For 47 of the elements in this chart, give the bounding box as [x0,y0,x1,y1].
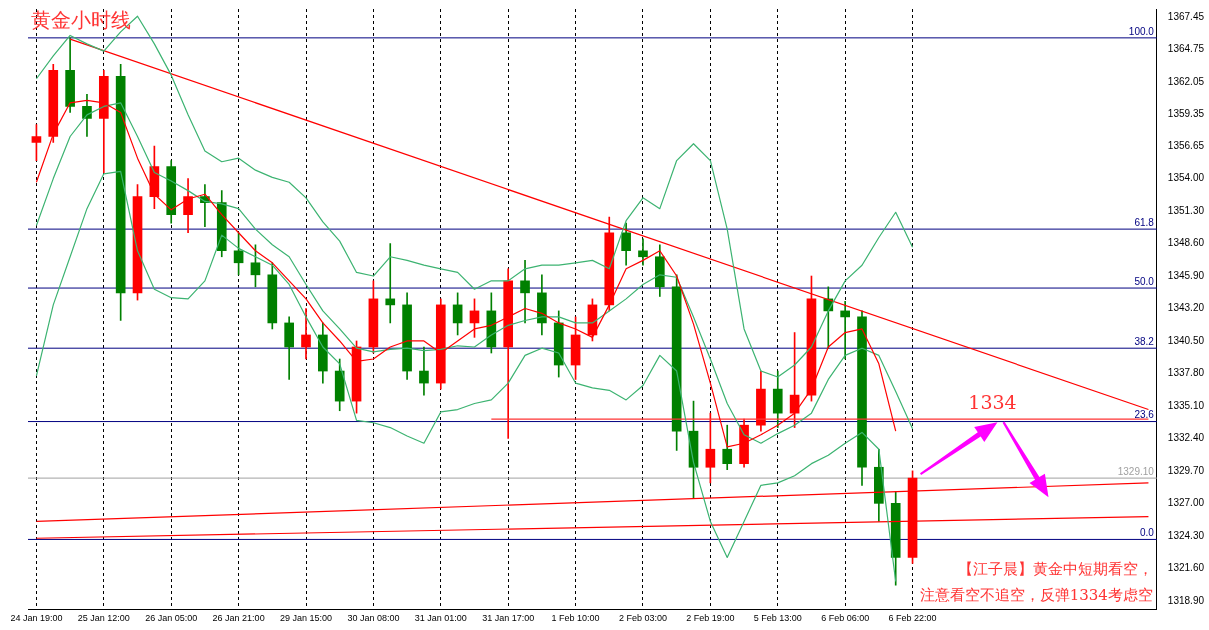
x-tick-label: 6 Feb 22:00 [888,613,937,624]
x-tick-label: 30 Jan 08:00 [347,613,400,624]
ref-line-label: 1329.10 [1117,465,1155,477]
y-tick-label: 1335.10 [1167,399,1205,411]
x-tick-label: 26 Jan 05:00 [145,613,198,624]
annotation: 【江子晨】黄金中短期看空， [957,559,1153,578]
annotation: 0.0 [1139,527,1155,539]
y-tick-label: 1359.35 [1167,108,1205,119]
y-tick-label: 1343.20 [1167,302,1205,314]
x-tick-label: 2 Feb 03:00 [618,613,667,624]
y-tick-label: 1351.30 [1167,204,1205,216]
y-tick-label: 1367.45 [1167,10,1205,22]
annotation: 23.6 [1134,409,1155,421]
annotation: 38.2 [1134,335,1155,347]
y-tick-label: 1329.70 [1167,464,1205,476]
candlestick [385,243,396,324]
x-tick-label: 6 Feb 06:00 [821,613,870,624]
x-tick-label: 31 Jan 17:00 [482,613,535,624]
candlestick [840,300,850,360]
y-tick-label: 1321.60 [1167,562,1205,574]
chart-title: 黄金小时线 [31,8,131,33]
candlestick [520,260,530,324]
y-tick-label: 1318.90 [1167,594,1205,606]
annotation: 100.0 [1128,25,1155,37]
y-tick-label: 1356.65 [1167,140,1205,152]
y-tick-label: 1337.80 [1167,367,1205,379]
x-tick-label: 29 Jan 15:00 [279,613,333,624]
annotation: 1334 [968,390,1017,413]
y-tick-label: 1364.75 [1167,43,1205,55]
y-tick-label: 1362.05 [1167,75,1205,87]
y-tick-label: 1348.60 [1167,237,1205,249]
x-tick-label: 2 Feb 19:00 [686,613,735,624]
annotation: 50.0 [1134,275,1155,287]
y-tick-label: 1354.00 [1167,172,1205,184]
annotation: 61.8 [1134,216,1155,228]
x-tick-label: 25 Jan 12:00 [77,613,130,624]
y-tick-label: 1332.40 [1167,432,1205,444]
y-tick-label: 1324.30 [1167,529,1205,541]
x-tick-label: 5 Feb 13:00 [753,613,802,624]
y-tick-label: 1327.00 [1167,497,1205,509]
annotation: 注意看空不追空，反弹1334考虑空 [919,585,1153,604]
y-tick-label: 1345.90 [1167,269,1205,281]
x-tick-label: 26 Jan 21:00 [212,613,265,624]
x-tick-label: 31 Jan 01:00 [414,613,467,624]
x-tick-label: 24 Jan 19:00 [10,613,63,624]
y-tick-label: 1340.50 [1167,334,1205,346]
x-tick-label: 1 Feb 10:00 [551,613,600,624]
